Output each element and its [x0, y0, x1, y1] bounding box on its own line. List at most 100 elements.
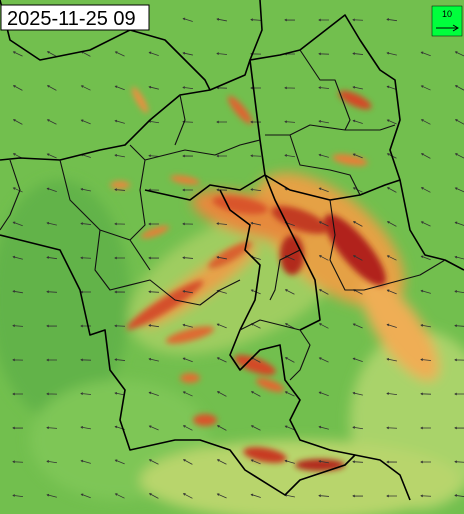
wind-arrow: [80, 222, 92, 225]
wind-arrow: [80, 324, 92, 328]
wind-arrow: [352, 357, 363, 362]
wind-arrow: [420, 392, 432, 396]
wind-arrow: [454, 392, 464, 396]
wind-arrow: [216, 154, 228, 158]
wind-arrow: [318, 18, 330, 22]
wind-arrow: [46, 460, 58, 464]
wind-arrow: [352, 460, 364, 464]
wind-arrow: [216, 255, 227, 260]
wind-arrow: [386, 221, 397, 227]
wind-arrow: [182, 222, 194, 226]
wind-arrow: [148, 290, 160, 294]
timestamp-box: 2025-11-25 09: [0, 4, 150, 31]
wind-arrow: [454, 426, 464, 430]
wind-arrow: [148, 85, 159, 90]
wind-arrow: [318, 425, 329, 430]
wind-arrow: [250, 18, 262, 22]
south-border: [0, 234, 411, 501]
wind-arrow: [12, 85, 23, 91]
wind-arrow: [114, 493, 125, 499]
wind-arrow: [216, 425, 227, 431]
wind-arrow: [318, 187, 329, 193]
wind-arrow: [148, 222, 159, 226]
wind-arrow: [454, 324, 464, 328]
wind-arrow: [182, 493, 193, 499]
wind-arrow: [80, 256, 92, 260]
wind-arrow: [182, 154, 194, 158]
wind-arrow: [114, 256, 126, 260]
legend: 10: [431, 5, 463, 37]
wind-arrow: [352, 18, 364, 22]
wind-arrow: [80, 493, 91, 499]
wind-arrow: [420, 51, 431, 57]
wind-arrow: [216, 357, 227, 363]
wind-arrow: [114, 188, 126, 192]
legend-bg: [431, 5, 463, 37]
wind-arrow: [46, 426, 58, 430]
wind-arrow: [46, 290, 58, 294]
wind-arrow: [114, 222, 126, 226]
wind-arrow: [250, 188, 262, 192]
wind-arrow: [148, 51, 159, 57]
wind-arrow: [454, 119, 464, 125]
wind-arrow: [420, 153, 431, 159]
timestamp-bg: [0, 4, 150, 31]
wind-arrow: [250, 425, 261, 431]
wind-arrow: [46, 221, 57, 226]
wind-arrow: [386, 85, 397, 90]
wind-arrow: [46, 153, 57, 159]
wind-arrow: [250, 154, 262, 158]
wind-arrow: [114, 51, 125, 57]
wind-arrow: [114, 85, 125, 91]
wind-arrow: [250, 459, 261, 465]
legend-arrow: [436, 24, 459, 32]
wind-arrow: [318, 494, 330, 498]
wind-arrow: [46, 51, 57, 57]
wind-arrow: [12, 324, 24, 328]
intense-cells: [110, 86, 386, 471]
wind-arrow: [352, 494, 364, 498]
wind-arrow: [352, 323, 363, 329]
wind-arrow: [352, 153, 363, 159]
wind-arrow: [386, 494, 398, 498]
wind-arrow: [284, 86, 296, 90]
wind-arrow: [216, 17, 227, 22]
wind-arrow: [12, 460, 24, 464]
wind-arrow: [46, 256, 58, 260]
wind-arrow: [420, 221, 431, 227]
wind-arrow: [12, 426, 24, 430]
wind-arrow: [352, 52, 364, 55]
wind-arrow: [46, 85, 57, 91]
wind-arrow: [216, 391, 227, 397]
wind-arrow: [182, 188, 194, 192]
wind-arrow: [250, 493, 261, 498]
wind-arrow: [386, 289, 397, 295]
wind-arrow: [454, 255, 464, 260]
wind-arrow: [114, 391, 125, 396]
wind-arrow: [318, 255, 329, 261]
timestamp: 2025-11-25 09: [7, 8, 136, 30]
wind-arrow: [80, 119, 91, 125]
wind-arrow: [46, 324, 58, 328]
wind-arrow: [386, 460, 398, 464]
wind-arrow: [12, 358, 24, 362]
wind-arrow: [114, 324, 126, 328]
wind-arrow: [12, 255, 23, 260]
wind-arrow: [284, 459, 295, 464]
wind-arrow: [114, 119, 125, 124]
wind-arrow: [216, 323, 227, 329]
wind-arrow: [352, 119, 363, 124]
wind-arrow: [12, 187, 23, 193]
wind-arrow: [352, 255, 363, 261]
wind-arrow: [454, 494, 464, 497]
wind-arrow: [420, 426, 432, 430]
wind-arrow: [216, 459, 227, 465]
borders: [0, 0, 464, 501]
wind-arrow: [386, 392, 398, 395]
wind-arrow: [80, 459, 91, 464]
wind-arrow: [284, 18, 296, 22]
wind-arrow: [454, 85, 464, 91]
wind-arrow: [12, 119, 23, 125]
